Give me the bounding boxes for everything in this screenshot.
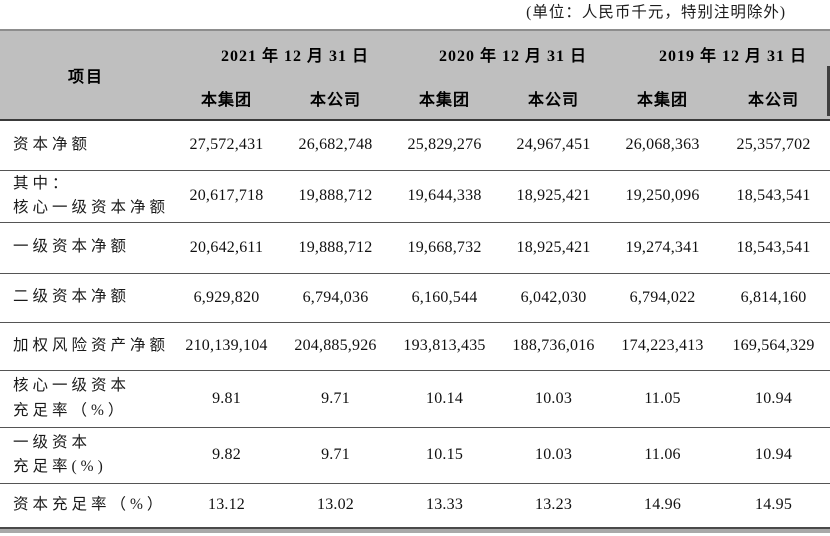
cell-value: 9.82 xyxy=(212,446,241,463)
cell-value: 10.94 xyxy=(755,389,793,407)
cell-value: 27,572,431 xyxy=(189,136,264,154)
column-header-date-2020: 2020 年 12 月 31 日 xyxy=(390,30,609,76)
table-row: 其中： 核心一级资本净额 20,617,718 19,888,712 19,64… xyxy=(0,170,830,222)
cell-value: 6,929,820 xyxy=(193,288,260,306)
row-label: 二级资本净额 xyxy=(13,288,131,306)
cell-value: 13.02 xyxy=(317,496,354,514)
header-right-edge-mark xyxy=(827,66,830,116)
table-row: 加权风险资产净额 210,139,104 204,885,926 193,813… xyxy=(0,322,830,370)
subheader-group-2019: 本集团 xyxy=(608,76,718,120)
row-label: 一级资本 充足率(%) xyxy=(13,433,107,475)
cell-value: 20,617,718 xyxy=(189,187,264,204)
cell-value: 25,357,702 xyxy=(736,136,811,154)
subheader-company-2021: 本公司 xyxy=(281,76,391,120)
subheader-group-2021: 本集团 xyxy=(172,76,281,120)
row-label: 资本净额 xyxy=(13,136,92,154)
subheader-group-2020: 本集团 xyxy=(390,76,500,120)
cell-value: 19,888,712 xyxy=(298,238,373,256)
cell-value: 10.03 xyxy=(535,389,573,407)
cell-value: 19,888,712 xyxy=(298,187,373,204)
cell-value: 6,794,022 xyxy=(629,288,696,306)
row-label: 一级资本净额 xyxy=(13,238,131,256)
column-header-item: 项目 xyxy=(0,30,172,120)
cell-value: 10.14 xyxy=(426,389,464,407)
cell-value: 11.05 xyxy=(644,389,681,407)
cell-value: 10.15 xyxy=(426,446,464,463)
row-label: 资本充足率（%） xyxy=(13,496,167,514)
cell-value: 13.33 xyxy=(426,496,464,514)
table-body: 资本净额 27,572,431 26,682,748 25,829,276 24… xyxy=(0,120,830,528)
cell-value: 19,274,341 xyxy=(625,238,700,256)
table-row: 核心一级资本 充足率（%） 9.81 9.71 10.14 10.03 11.0… xyxy=(0,370,830,427)
column-header-date-2021: 2021 年 12 月 31 日 xyxy=(172,30,391,76)
row-label: 加权风险资产净额 xyxy=(13,336,170,354)
cell-value: 19,668,732 xyxy=(407,238,482,256)
table-row: 一级资本 充足率(%) 9.82 9.71 10.15 10.03 11.06 … xyxy=(0,427,830,483)
cell-value: 10.94 xyxy=(755,446,793,463)
cell-value: 13.23 xyxy=(535,496,573,514)
cell-value: 193,813,435 xyxy=(403,337,486,354)
cell-value: 26,068,363 xyxy=(625,136,700,154)
cell-value: 18,543,541 xyxy=(736,187,811,204)
cell-value: 210,139,104 xyxy=(185,337,268,354)
column-header-date-2019: 2019 年 12 月 31 日 xyxy=(608,30,830,76)
cell-value: 169,564,329 xyxy=(732,337,815,354)
header-row-entities: 本集团 本公司 本集团 本公司 本集团 本公司 xyxy=(0,76,830,120)
cell-value: 26,682,748 xyxy=(298,136,373,154)
table-row: 资本充足率（%） 13.12 13.02 13.33 13.23 14.96 1… xyxy=(0,483,830,528)
cell-value: 18,925,421 xyxy=(516,187,591,204)
cell-value: 10.03 xyxy=(535,446,573,463)
cell-value: 6,160,544 xyxy=(411,288,478,306)
cell-value: 9.71 xyxy=(321,389,350,407)
cell-value: 11.06 xyxy=(644,446,681,463)
cell-value: 6,814,160 xyxy=(740,288,807,306)
cell-value: 13.12 xyxy=(208,496,245,514)
cell-value: 18,543,541 xyxy=(736,238,811,256)
header-row-dates: 项目 2021 年 12 月 31 日 2020 年 12 月 31 日 201… xyxy=(0,30,830,120)
cell-value: 6,042,030 xyxy=(520,288,587,306)
table-row: 一级资本净额 20,642,611 19,888,712 19,668,732 … xyxy=(0,222,830,273)
subheader-company-2020: 本公司 xyxy=(499,76,609,120)
cell-value: 18,925,421 xyxy=(516,238,591,256)
cell-value: 188,736,016 xyxy=(512,337,595,354)
table-header: 项目 2021 年 12 月 31 日 2020 年 12 月 31 日 201… xyxy=(0,30,830,120)
cell-value: 24,967,451 xyxy=(516,136,591,154)
row-label: 其中： 核心一级资本净额 xyxy=(13,174,170,216)
cell-value: 20,642,611 xyxy=(189,238,264,256)
cell-value: 9.81 xyxy=(212,389,241,407)
table-bottom-rule xyxy=(0,529,830,533)
cell-value: 6,794,036 xyxy=(302,288,369,306)
cell-value: 204,885,926 xyxy=(294,337,377,354)
cell-value: 25,829,276 xyxy=(407,136,482,154)
row-label: 核心一级资本 充足率（%） xyxy=(13,377,131,419)
cell-value: 9.71 xyxy=(321,446,350,463)
cell-value: 19,250,096 xyxy=(625,187,700,204)
subheader-company-2019: 本公司 xyxy=(717,76,830,120)
unit-note: (单位：人民币千元，特别注明除外) xyxy=(526,4,786,21)
table-row: 二级资本净额 6,929,820 6,794,036 6,160,544 6,0… xyxy=(0,273,830,322)
cell-value: 14.96 xyxy=(644,496,682,514)
cell-value: 14.95 xyxy=(755,496,793,514)
capital-adequacy-table: 项目 2021 年 12 月 31 日 2020 年 12 月 31 日 201… xyxy=(0,29,830,529)
cell-value: 174,223,413 xyxy=(621,337,704,354)
table-row: 资本净额 27,572,431 26,682,748 25,829,276 24… xyxy=(0,120,830,170)
cell-value: 19,644,338 xyxy=(407,187,482,204)
